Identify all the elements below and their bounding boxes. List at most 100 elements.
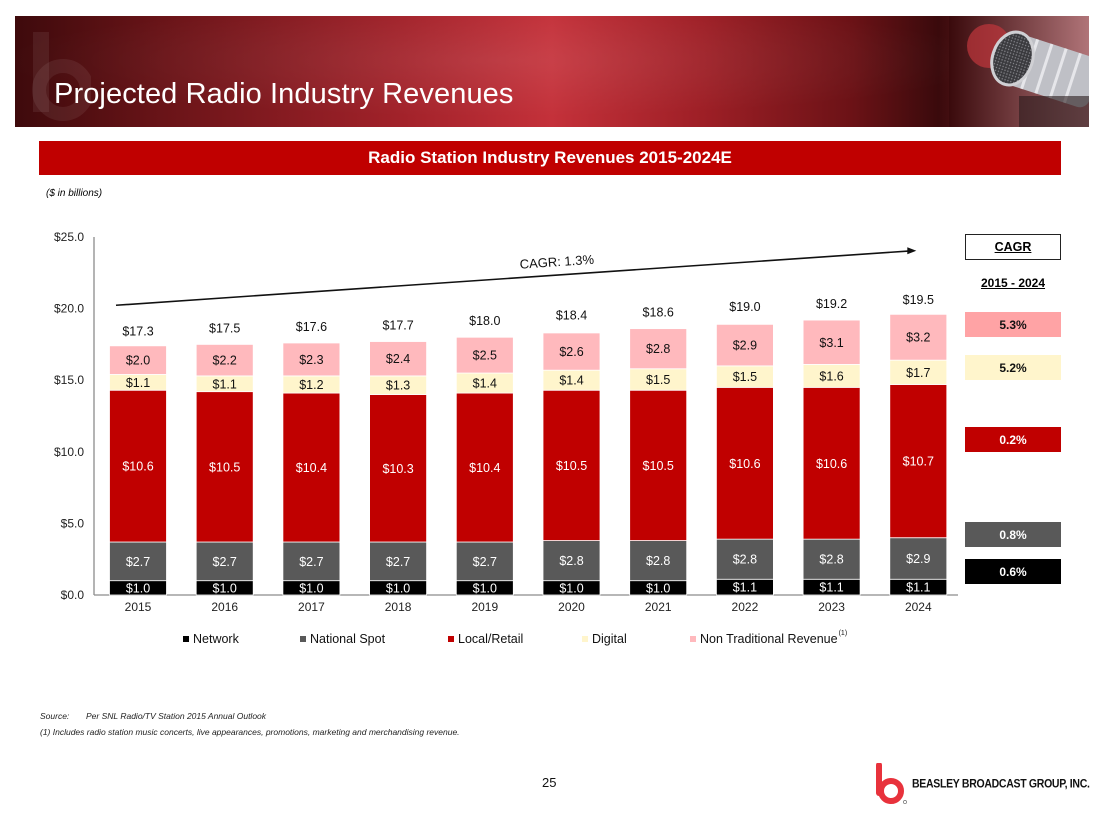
bar-segment-label: $1.0 [473,581,497,595]
legend-label: Network [193,632,239,646]
bar-segment-label: $10.7 [903,455,934,469]
chart-title: Radio Station Industry Revenues 2015-202… [368,148,732,167]
cagr-annotation-label: CAGR: 1.3% [519,252,595,272]
cagr-header: CAGR [965,234,1061,260]
x-axis-ticks: 2015 2016 2017 2018 2019 2020 2021 2022 2023 2024 [125,600,932,614]
bar-total-label: $17.3 [122,324,153,338]
cagr-chip-non-traditional: 5.3% [965,312,1061,337]
bar-segment-label: $1.0 [299,581,323,595]
bar-segment-label: $2.8 [733,553,757,567]
bar-segment-local-retail [802,386,861,540]
bar-group-2024: $1.1 $2.9 $10.7 $1.7 $3.2 [889,313,948,596]
footnote-source: Source: Per SNL Radio/TV Station 2015 An… [40,711,460,721]
bar-segment-national-spot [629,540,688,582]
legend-swatch-digital [582,636,588,642]
footnote-1: (1) Includes radio station music concert… [40,727,460,737]
bar-segment-label: $2.8 [559,554,583,568]
y-tick-label: $20.0 [54,302,84,316]
y-tick-label: $15.0 [54,373,84,387]
bar-group-2021: $1.0 $2.8 $10.5 $1.5 $2.8 [629,328,688,596]
legend-item-national-spot: National Spot [300,632,385,646]
bar-segment-local-retail [195,391,254,543]
bar-segment-label: $1.0 [559,581,583,595]
bar-segment-label: $2.9 [733,339,757,353]
footnotes: Source: Per SNL Radio/TV Station 2015 An… [40,711,460,737]
x-tick-label: 2018 [385,600,412,614]
bar-segment-label: $2.7 [126,555,150,569]
legend-label: Digital [592,632,627,646]
bar-segment-label: $1.6 [819,369,843,383]
cagr-trend-arrow-line [115,250,909,307]
x-tick-label: 2015 [125,600,152,614]
x-tick-label: 2017 [298,600,325,614]
legend-swatch-non-traditional [690,636,696,642]
bar-segment-non-traditional [629,328,688,370]
bar-segment-label: $10.5 [556,459,587,473]
bar-total-label: $19.0 [729,300,760,314]
page-number: 25 [542,775,557,790]
bar-segment-label: $1.5 [733,370,757,384]
bar-segment-label: $2.6 [559,345,583,359]
bar-segment-label: $1.5 [646,373,670,387]
bar-segment-non-traditional [455,336,514,374]
bar-segment-label: $2.0 [126,354,150,368]
bar-segment-non-traditional [802,319,861,365]
bar-segment-non-traditional [716,323,774,367]
bar-group-2015: $1.0 $2.7 $10.6 $1.1 $2.0 [109,345,167,596]
bar-segment-label: $2.7 [473,555,497,569]
bar-segment-label: $10.6 [816,457,847,471]
bar-group-2018: $1.0 $2.7 $10.3 $1.3 $2.4 [369,341,428,596]
bar-segment-national-spot [455,541,514,582]
bar-segment-label: $1.3 [386,379,410,393]
x-tick-label: 2023 [818,600,845,614]
bar-segment-national-spot [802,538,861,580]
bar-segment-non-traditional [109,345,167,375]
legend-swatch-local-retail [448,636,454,642]
cagr-period: 2015 - 2024 [980,276,1046,290]
bar-total-label: $18.4 [556,309,587,323]
y-tick-label: $0.0 [61,588,85,602]
beasley-logo-watermark-icon [32,32,91,121]
bar-total-label: $19.5 [903,293,934,307]
bar-segment-national-spot [542,540,601,582]
y-tick-label: $5.0 [61,516,85,530]
bar-segment-label: $2.8 [646,342,670,356]
bar-segment-label: $1.1 [126,376,150,390]
bar-total-label: $17.6 [296,320,327,334]
bar-segment-local-retail [716,386,774,540]
legend-label: Non Traditional Revenue [700,632,838,646]
bar-segment-label: $10.4 [296,461,327,475]
bar-segment-label: $3.2 [906,331,930,345]
bar-segment-label: $1.0 [213,581,237,595]
bar-segment-local-retail [889,384,948,539]
footnote-source-label: Source: [40,711,70,721]
bar-group-2017: $1.0 $2.7 $10.4 $1.2 $2.3 [282,342,341,596]
units-note: ($ in billions) [46,188,103,199]
bar-segment-label: $10.6 [122,460,153,474]
bar-segment-label: $2.9 [906,552,930,566]
bar-segment-label: $1.7 [906,366,930,380]
legend-label: National Spot [310,632,386,646]
bar-segment-label: $1.0 [646,581,670,595]
bar-segment-national-spot [369,541,428,582]
chart-legend: Network National Spot Local/Retail Digit… [183,630,883,650]
bar-segment-label: $2.4 [386,352,410,366]
header-banner: Projected Radio Industry Revenues [15,16,1089,127]
bar-segment-non-traditional [889,313,948,361]
bar-group-2020: $1.0 $2.8 $10.5 $1.4 $2.6 [542,332,601,596]
y-tick-label: $25.0 [54,230,84,244]
y-axis-ticks: $0.0 $5.0 $10.0 $15.0 $20.0 $25.0 [54,230,84,602]
bar-segment-label: $2.2 [213,354,237,368]
legend-label: Local/Retail [458,632,524,646]
banner-shade [15,16,1089,127]
bar-group-2022: $1.1 $2.8 $10.6 $1.5 $2.9 [716,323,774,596]
bar-group-2019: $1.0 $2.7 $10.4 $1.4 $2.5 [455,336,514,596]
x-tick-label: 2022 [732,600,759,614]
bar-group-2016: $1.0 $2.7 $10.5 $1.1 $2.2 [195,343,254,596]
bar-segment-label: $10.4 [469,461,500,475]
bar-segment-label: $2.5 [473,349,497,363]
bar-group-2023: $1.1 $2.8 $10.6 $1.6 $3.1 [802,319,861,596]
cagr-annotation: CAGR: 1.3% [115,247,917,307]
bar-segment-label: $1.2 [299,378,323,392]
bar-segment-label: $3.1 [819,336,843,350]
